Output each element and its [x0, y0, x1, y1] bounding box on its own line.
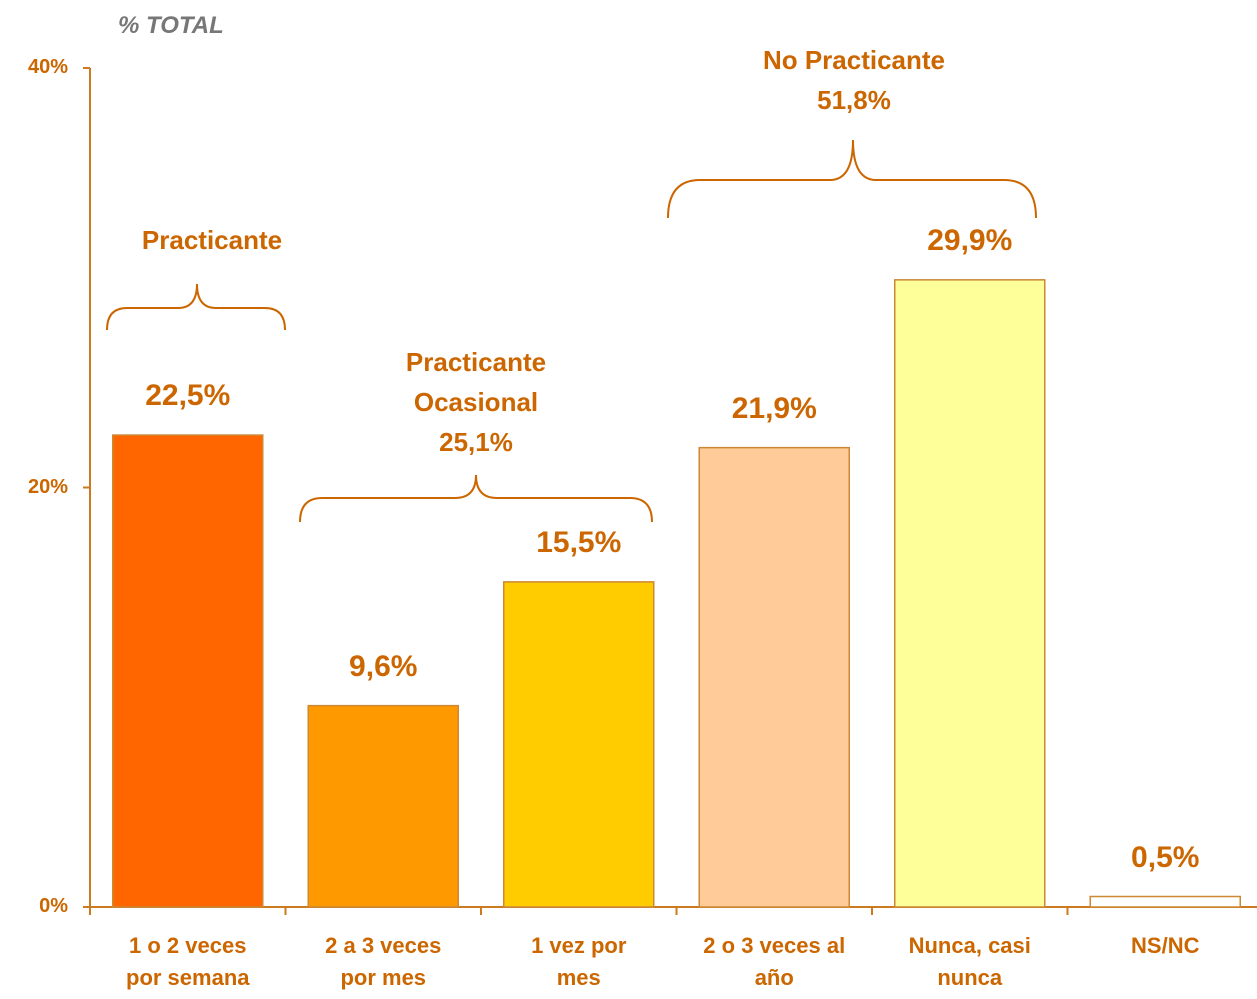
- bar: [1089, 895, 1241, 908]
- x-tick-label: 2 o 3 veces al año: [703, 933, 846, 990]
- x-tick-label: 1 o 2 veces por semana: [126, 933, 250, 990]
- y-tick-label: 20%: [27, 475, 68, 498]
- brace: [299, 474, 653, 523]
- value-label: 9,6%: [349, 649, 418, 683]
- y-tick-label: 40%: [27, 56, 68, 78]
- bar: [503, 581, 655, 908]
- bar: [307, 704, 459, 908]
- x-tick-label: Nunca, casi nunca: [908, 933, 1031, 990]
- value-label: 15,5%: [536, 525, 622, 559]
- annotation: Practicante Ocasional 25,1%: [405, 347, 547, 457]
- x-tick-label: 2 a 3 veces por mes: [325, 933, 442, 990]
- bar: [894, 279, 1046, 908]
- value-label: 29,9%: [927, 223, 1013, 257]
- braces: [106, 139, 1037, 523]
- bar: [112, 434, 264, 908]
- brace: [106, 283, 286, 331]
- brace: [667, 139, 1037, 219]
- value-label: 21,9%: [731, 391, 817, 425]
- x-tick-label: NS/NC: [1131, 933, 1200, 958]
- annotation: No Practicante 51,8%: [762, 45, 946, 115]
- value-label: 0,5%: [1131, 840, 1200, 874]
- y-axis-title: % TOTAL: [118, 12, 224, 39]
- value-label: 22,5%: [145, 379, 231, 413]
- annotation: Practicante: [141, 225, 283, 255]
- y-tick-label: 0%: [39, 895, 68, 917]
- bar: [698, 446, 850, 908]
- x-tick-label: 1 vez por mes: [531, 933, 627, 990]
